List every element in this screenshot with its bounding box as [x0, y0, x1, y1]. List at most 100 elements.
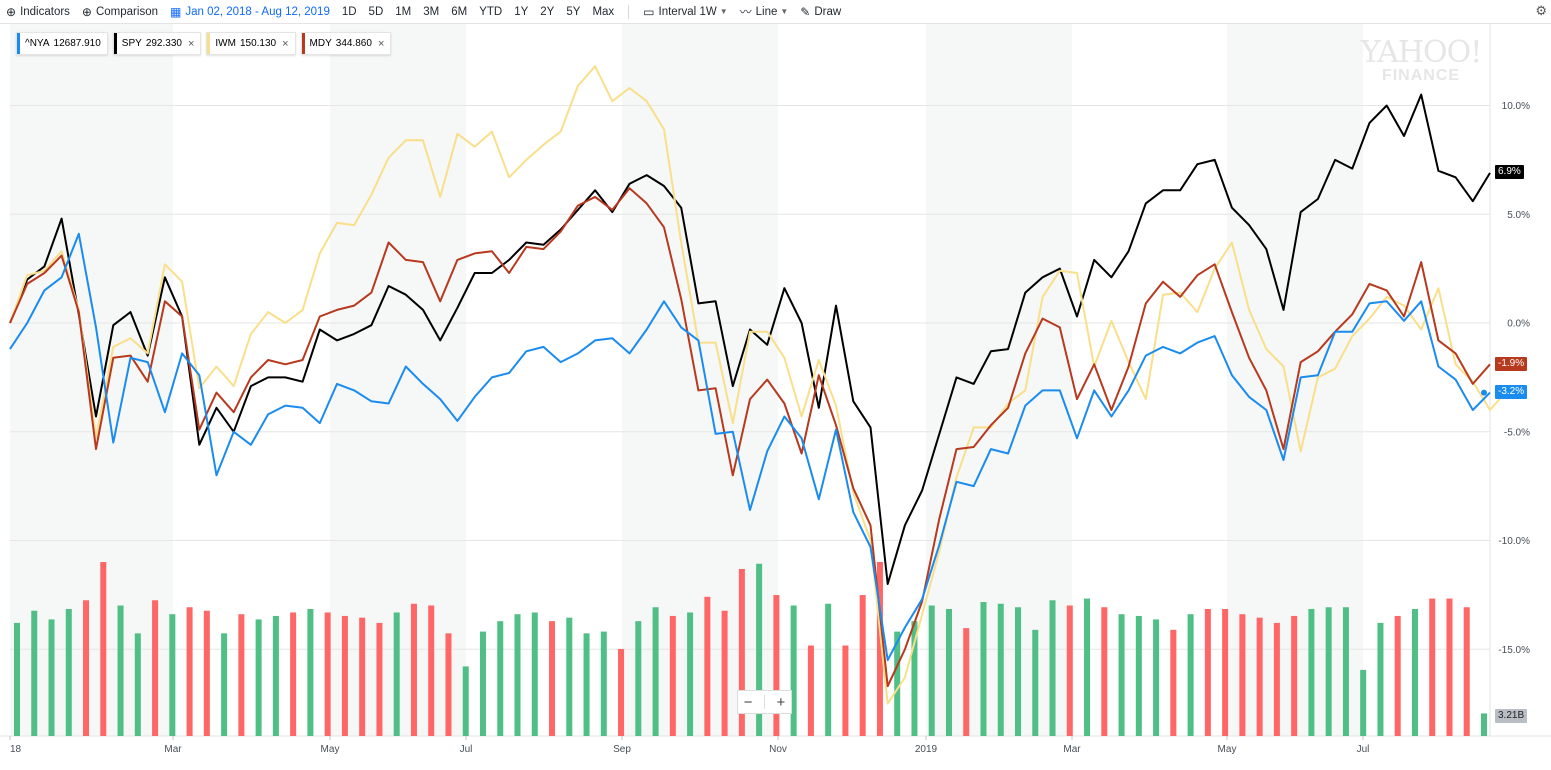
price-chart[interactable]: 10.0% 5.0% 0.0% -5.0% -10.0% -15.0% 18 Mar May J… — [0, 24, 1551, 770]
range-button-2y[interactable]: 2Y — [540, 5, 555, 18]
volume-bar — [721, 610, 728, 736]
volume-bar — [963, 628, 970, 736]
plus-circle-icon: ⊕ — [6, 4, 17, 19]
range-button-5d[interactable]: 5D — [368, 5, 384, 18]
volume-bar — [669, 615, 676, 736]
volume-bar — [1222, 608, 1229, 736]
chip-color-bar — [301, 33, 305, 54]
volume-bar — [842, 645, 849, 736]
chip-color-bar — [17, 33, 20, 54]
chip-price: 150.130 — [239, 38, 277, 49]
range-button-5y[interactable]: 5Y — [566, 5, 581, 18]
close-icon[interactable]: × — [187, 37, 195, 50]
volume-bar — [997, 603, 1004, 736]
volume-bar — [1204, 608, 1211, 736]
range-button-1y[interactable]: 1Y — [514, 5, 529, 18]
date-range-button[interactable]: ▦ Jan 02, 2018 - Aug 12, 2019 — [164, 1, 336, 23]
x-tick-label: Jul — [460, 744, 473, 755]
volume-bar — [1032, 629, 1039, 736]
volume-bar — [1325, 607, 1332, 736]
volume-bar — [1291, 615, 1298, 736]
range-button-3m[interactable]: 3M — [423, 5, 440, 18]
close-icon[interactable]: × — [282, 37, 289, 50]
date-range-label: Jan 02, 2018 - Aug 12, 2019 — [185, 5, 330, 18]
volume-bar — [600, 631, 607, 736]
x-tick-label: 2019 — [915, 744, 938, 755]
volume-bar — [445, 633, 452, 736]
volume-bar — [1481, 713, 1487, 736]
y-tick-label: -5.0% — [1504, 427, 1530, 438]
volume-bar — [790, 605, 797, 736]
gear-icon[interactable]: ⚙ — [1535, 3, 1547, 18]
comparison-chip[interactable]: IWM 150.130 × — [206, 32, 296, 55]
logo-line-2: FINANCE — [1381, 67, 1461, 84]
volume-bar — [48, 619, 55, 736]
comparison-chip[interactable]: SPY 292.330 × — [112, 32, 202, 55]
range-button-6m[interactable]: 6M — [451, 5, 468, 18]
interval-dropdown[interactable]: ▭ Interval 1W ▼ — [637, 1, 733, 23]
draw-button[interactable]: ✎ Draw — [794, 1, 847, 23]
comparison-label: Comparison — [95, 5, 158, 18]
volume-bar — [238, 614, 245, 736]
zoom-control: − + — [737, 690, 792, 714]
volume-bar — [31, 610, 38, 736]
x-tick-label: May — [321, 744, 340, 755]
volume-bar — [272, 615, 279, 736]
calendar-icon: ▦ — [169, 4, 182, 19]
volume-bar — [1394, 615, 1401, 736]
pencil-icon: ✎ — [800, 4, 811, 19]
volume-bar — [1308, 608, 1315, 736]
zoom-out-button[interactable]: − — [743, 693, 753, 711]
volume-bar — [497, 621, 504, 736]
comparison-button[interactable]: ⊕ Comparison — [76, 1, 164, 23]
volume-bar — [376, 622, 383, 736]
volume-bar — [687, 612, 694, 736]
volume-bar — [134, 633, 141, 736]
volume-bar — [393, 612, 400, 736]
chip-price: 344.860 — [335, 38, 372, 49]
line-chart-icon: 〰 — [739, 5, 752, 19]
volume-bar — [221, 633, 228, 736]
volume-bar — [117, 605, 124, 736]
volume-bar — [1239, 614, 1246, 736]
indicators-button[interactable]: ⊕ Indicators — [0, 1, 76, 23]
volume-bar — [1015, 607, 1022, 736]
volume-bar — [83, 600, 90, 736]
volume-bar — [1411, 608, 1418, 736]
chip-symbol: ^NYA — [25, 38, 50, 49]
grid-lines — [0, 24, 1551, 737]
volume-bar — [876, 562, 883, 736]
x-axis: 18 Mar May Jul Sep Nov 2019 Mar May Jul — [9, 736, 1369, 755]
volume-bar — [1084, 598, 1091, 736]
zoom-divider — [763, 695, 765, 709]
volume-bar — [738, 568, 745, 736]
last-value-markers — [1481, 389, 1487, 396]
volume-bar — [1360, 669, 1367, 736]
volume-bar — [65, 608, 72, 736]
volume-bar — [652, 607, 659, 736]
range-button-1m[interactable]: 1M — [395, 5, 412, 18]
volume-bar — [756, 563, 763, 736]
range-button-max[interactable]: Max — [592, 5, 615, 18]
zoom-in-button[interactable]: + — [776, 693, 786, 711]
range-button-1d[interactable]: 1D — [341, 5, 357, 18]
comparison-chip[interactable]: ^NYA 12687.910 — [16, 32, 108, 55]
chart-type-dropdown[interactable]: 〰 Line ▼ — [734, 1, 795, 23]
volume-bar — [531, 612, 538, 736]
close-icon[interactable]: × — [377, 37, 385, 50]
comparison-chip[interactable]: MDY 344.860 × — [300, 32, 392, 55]
range-button-ytd[interactable]: YTD — [479, 5, 503, 18]
volume-bar — [1170, 629, 1177, 736]
chevron-down-icon: ▼ — [780, 7, 789, 16]
toolbar-divider — [628, 4, 630, 19]
chip-price: 12687.910 — [53, 38, 101, 49]
volume-bar — [324, 612, 331, 736]
y-tick-label: 10.0% — [1502, 101, 1530, 112]
volume-bar — [14, 622, 20, 736]
volume-bar — [1101, 607, 1108, 736]
volume-bar — [169, 614, 176, 736]
volume-bar — [1377, 622, 1384, 736]
plus-circle-icon: ⊕ — [81, 4, 92, 19]
volume-bar — [635, 621, 642, 736]
volume-bar — [773, 595, 780, 736]
